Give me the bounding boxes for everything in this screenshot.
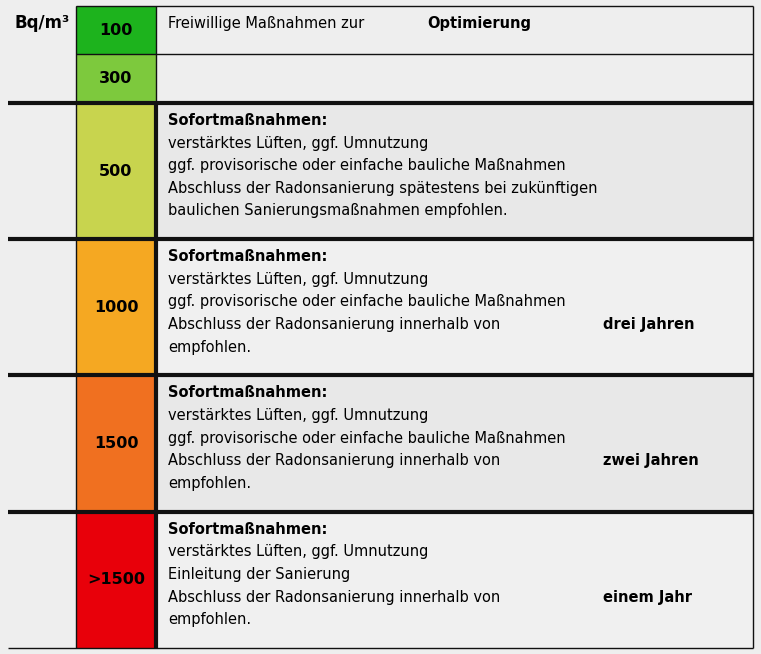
Text: Abschluss der Radonsanierung innerhalb von: Abschluss der Radonsanierung innerhalb v… bbox=[168, 453, 505, 468]
Text: 100: 100 bbox=[100, 23, 132, 38]
Bar bbox=[8, 375, 76, 511]
Bar bbox=[156, 511, 753, 648]
Text: einem Jahr: einem Jahr bbox=[603, 589, 692, 604]
Text: verstärktes Lüften, ggf. Umnutzung: verstärktes Lüften, ggf. Umnutzung bbox=[168, 408, 428, 423]
Bar bbox=[76, 375, 156, 511]
Bar bbox=[76, 103, 156, 239]
Bar bbox=[156, 375, 753, 511]
Bar bbox=[8, 6, 76, 54]
Text: >1500: >1500 bbox=[87, 572, 145, 587]
Text: drei Jahren: drei Jahren bbox=[603, 317, 694, 332]
Text: Freiwillige Maßnahmen zur: Freiwillige Maßnahmen zur bbox=[168, 16, 369, 31]
Text: ggf. provisorische oder einfache bauliche Maßnahmen: ggf. provisorische oder einfache baulich… bbox=[168, 294, 565, 309]
Bar bbox=[8, 103, 76, 239]
Text: Sofortmaßnahmen:: Sofortmaßnahmen: bbox=[168, 249, 327, 264]
Text: Optimierung: Optimierung bbox=[427, 16, 531, 31]
Bar bbox=[8, 54, 76, 103]
Text: 500: 500 bbox=[100, 164, 132, 179]
Text: 1000: 1000 bbox=[94, 300, 139, 315]
Text: ggf. provisorische oder einfache bauliche Maßnahmen: ggf. provisorische oder einfache baulich… bbox=[168, 431, 565, 445]
Bar bbox=[76, 54, 156, 103]
Text: Abschluss der Radonsanierung innerhalb von: Abschluss der Radonsanierung innerhalb v… bbox=[168, 317, 505, 332]
Bar bbox=[156, 239, 753, 375]
Text: Sofortmaßnahmen:: Sofortmaßnahmen: bbox=[168, 522, 327, 537]
Bar bbox=[76, 6, 156, 54]
Bar bbox=[156, 6, 753, 54]
Bar bbox=[156, 54, 753, 103]
Bar bbox=[156, 103, 753, 239]
Text: 1500: 1500 bbox=[94, 436, 139, 451]
Text: Abschluss der Radonsanierung innerhalb von: Abschluss der Radonsanierung innerhalb v… bbox=[168, 589, 505, 604]
Bar bbox=[76, 511, 156, 648]
Bar bbox=[8, 239, 76, 375]
Text: Bq/m³: Bq/m³ bbox=[14, 14, 69, 32]
Text: verstärktes Lüften, ggf. Umnutzung: verstärktes Lüften, ggf. Umnutzung bbox=[168, 544, 428, 559]
Text: verstärktes Lüften, ggf. Umnutzung: verstärktes Lüften, ggf. Umnutzung bbox=[168, 135, 428, 150]
Text: Einleitung der Sanierung: Einleitung der Sanierung bbox=[168, 567, 350, 582]
Text: ggf. provisorische oder einfache bauliche Maßnahmen: ggf. provisorische oder einfache baulich… bbox=[168, 158, 565, 173]
Text: empfohlen.: empfohlen. bbox=[168, 339, 251, 354]
Bar bbox=[8, 511, 76, 648]
Text: 300: 300 bbox=[100, 71, 132, 86]
Text: Sofortmaßnahmen:: Sofortmaßnahmen: bbox=[168, 385, 327, 400]
Text: empfohlen.: empfohlen. bbox=[168, 476, 251, 491]
Bar bbox=[76, 239, 156, 375]
Text: Abschluss der Radonsanierung spätestens bei zukünftigen: Abschluss der Radonsanierung spätestens … bbox=[168, 181, 597, 196]
Text: zwei Jahren: zwei Jahren bbox=[603, 453, 699, 468]
Text: Sofortmaßnahmen:: Sofortmaßnahmen: bbox=[168, 113, 327, 128]
Text: empfohlen.: empfohlen. bbox=[168, 612, 251, 627]
Text: verstärktes Lüften, ggf. Umnutzung: verstärktes Lüften, ggf. Umnutzung bbox=[168, 272, 428, 287]
Text: baulichen Sanierungsmaßnahmen empfohlen.: baulichen Sanierungsmaßnahmen empfohlen. bbox=[168, 203, 508, 218]
